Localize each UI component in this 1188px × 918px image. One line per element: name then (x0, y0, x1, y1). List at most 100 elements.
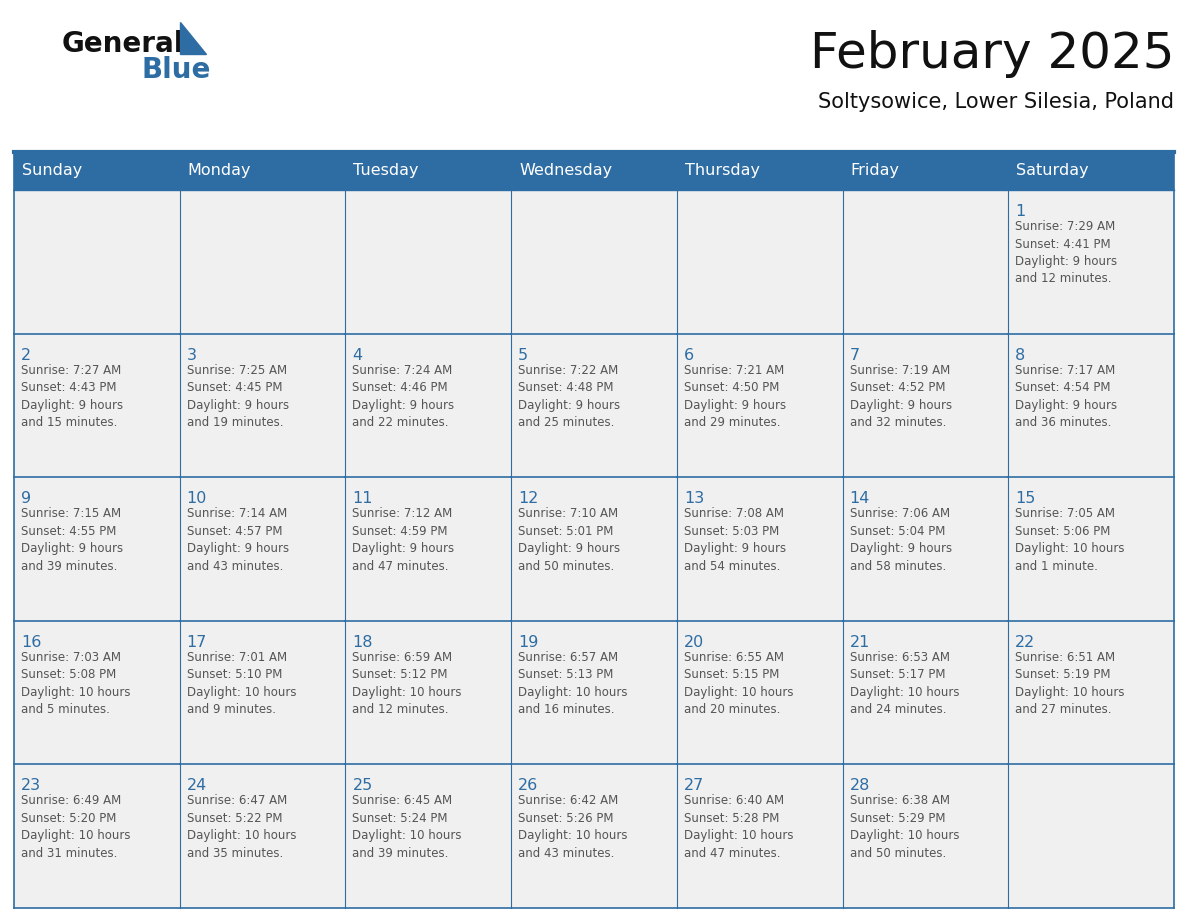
Bar (346, 477, 511, 621)
Text: Sunrise: 7:19 AM
Sunset: 4:52 PM
Daylight: 9 hours
and 32 minutes.: Sunrise: 7:19 AM Sunset: 4:52 PM Dayligh… (849, 364, 952, 429)
Text: Sunrise: 7:01 AM
Sunset: 5:10 PM
Daylight: 10 hours
and 9 minutes.: Sunrise: 7:01 AM Sunset: 5:10 PM Dayligh… (187, 651, 296, 716)
Text: 26: 26 (518, 778, 538, 793)
Text: 12: 12 (518, 491, 538, 506)
Text: Sunrise: 7:10 AM
Sunset: 5:01 PM
Daylight: 9 hours
and 50 minutes.: Sunrise: 7:10 AM Sunset: 5:01 PM Dayligh… (518, 508, 620, 573)
Text: Sunday: Sunday (23, 163, 82, 178)
Text: 14: 14 (849, 491, 870, 506)
Text: Sunrise: 7:27 AM
Sunset: 4:43 PM
Daylight: 9 hours
and 15 minutes.: Sunrise: 7:27 AM Sunset: 4:43 PM Dayligh… (21, 364, 124, 429)
Bar (511, 621, 677, 765)
Bar (14, 152, 1174, 190)
Bar (842, 621, 1009, 765)
Text: Monday: Monday (188, 163, 251, 178)
Bar (511, 190, 677, 333)
Text: 6: 6 (684, 348, 694, 363)
Text: Sunrise: 7:14 AM
Sunset: 4:57 PM
Daylight: 9 hours
and 43 minutes.: Sunrise: 7:14 AM Sunset: 4:57 PM Dayligh… (187, 508, 289, 573)
Text: 16: 16 (21, 635, 42, 650)
Bar (14, 190, 179, 333)
Text: Sunrise: 6:49 AM
Sunset: 5:20 PM
Daylight: 10 hours
and 31 minutes.: Sunrise: 6:49 AM Sunset: 5:20 PM Dayligh… (21, 794, 131, 860)
Text: 28: 28 (849, 778, 870, 793)
Text: Sunrise: 7:05 AM
Sunset: 5:06 PM
Daylight: 10 hours
and 1 minute.: Sunrise: 7:05 AM Sunset: 5:06 PM Dayligh… (1016, 508, 1125, 573)
Bar (14, 765, 179, 908)
Text: Sunrise: 7:08 AM
Sunset: 5:03 PM
Daylight: 9 hours
and 54 minutes.: Sunrise: 7:08 AM Sunset: 5:03 PM Dayligh… (684, 508, 786, 573)
Bar (346, 333, 511, 477)
Bar (179, 621, 346, 765)
Text: Tuesday: Tuesday (353, 163, 419, 178)
Text: Friday: Friday (851, 163, 899, 178)
Text: Saturday: Saturday (1016, 163, 1089, 178)
Text: Sunrise: 7:24 AM
Sunset: 4:46 PM
Daylight: 9 hours
and 22 minutes.: Sunrise: 7:24 AM Sunset: 4:46 PM Dayligh… (353, 364, 455, 429)
Text: 4: 4 (353, 348, 362, 363)
Bar (1009, 765, 1174, 908)
Text: 19: 19 (518, 635, 538, 650)
Text: 11: 11 (353, 491, 373, 506)
Text: 22: 22 (1016, 635, 1036, 650)
Text: 25: 25 (353, 778, 373, 793)
Bar (346, 621, 511, 765)
Text: Sunrise: 6:53 AM
Sunset: 5:17 PM
Daylight: 10 hours
and 24 minutes.: Sunrise: 6:53 AM Sunset: 5:17 PM Dayligh… (849, 651, 959, 716)
Bar (14, 333, 179, 477)
Text: Sunrise: 7:15 AM
Sunset: 4:55 PM
Daylight: 9 hours
and 39 minutes.: Sunrise: 7:15 AM Sunset: 4:55 PM Dayligh… (21, 508, 124, 573)
Bar (511, 765, 677, 908)
Text: General: General (62, 30, 184, 58)
Text: 21: 21 (849, 635, 870, 650)
Bar (1009, 333, 1174, 477)
Bar (842, 477, 1009, 621)
Text: 1: 1 (1016, 204, 1025, 219)
Text: Sunrise: 6:57 AM
Sunset: 5:13 PM
Daylight: 10 hours
and 16 minutes.: Sunrise: 6:57 AM Sunset: 5:13 PM Dayligh… (518, 651, 627, 716)
Bar (1009, 477, 1174, 621)
Text: Sunrise: 7:17 AM
Sunset: 4:54 PM
Daylight: 9 hours
and 36 minutes.: Sunrise: 7:17 AM Sunset: 4:54 PM Dayligh… (1016, 364, 1118, 429)
Text: Sunrise: 7:03 AM
Sunset: 5:08 PM
Daylight: 10 hours
and 5 minutes.: Sunrise: 7:03 AM Sunset: 5:08 PM Dayligh… (21, 651, 131, 716)
Text: Sunrise: 6:55 AM
Sunset: 5:15 PM
Daylight: 10 hours
and 20 minutes.: Sunrise: 6:55 AM Sunset: 5:15 PM Dayligh… (684, 651, 794, 716)
Text: Sunrise: 7:25 AM
Sunset: 4:45 PM
Daylight: 9 hours
and 19 minutes.: Sunrise: 7:25 AM Sunset: 4:45 PM Dayligh… (187, 364, 289, 429)
Text: Blue: Blue (143, 56, 211, 84)
Bar (677, 477, 842, 621)
Text: Sunrise: 7:06 AM
Sunset: 5:04 PM
Daylight: 9 hours
and 58 minutes.: Sunrise: 7:06 AM Sunset: 5:04 PM Dayligh… (849, 508, 952, 573)
Text: Sunrise: 6:45 AM
Sunset: 5:24 PM
Daylight: 10 hours
and 39 minutes.: Sunrise: 6:45 AM Sunset: 5:24 PM Dayligh… (353, 794, 462, 860)
Text: Sunrise: 6:59 AM
Sunset: 5:12 PM
Daylight: 10 hours
and 12 minutes.: Sunrise: 6:59 AM Sunset: 5:12 PM Dayligh… (353, 651, 462, 716)
Polygon shape (181, 22, 206, 54)
Text: 18: 18 (353, 635, 373, 650)
Bar (842, 765, 1009, 908)
Text: Sunrise: 6:40 AM
Sunset: 5:28 PM
Daylight: 10 hours
and 47 minutes.: Sunrise: 6:40 AM Sunset: 5:28 PM Dayligh… (684, 794, 794, 860)
Text: 23: 23 (21, 778, 42, 793)
Text: Sunrise: 6:47 AM
Sunset: 5:22 PM
Daylight: 10 hours
and 35 minutes.: Sunrise: 6:47 AM Sunset: 5:22 PM Dayligh… (187, 794, 296, 860)
Text: Sunrise: 6:38 AM
Sunset: 5:29 PM
Daylight: 10 hours
and 50 minutes.: Sunrise: 6:38 AM Sunset: 5:29 PM Dayligh… (849, 794, 959, 860)
Bar (179, 190, 346, 333)
Text: Sunrise: 7:21 AM
Sunset: 4:50 PM
Daylight: 9 hours
and 29 minutes.: Sunrise: 7:21 AM Sunset: 4:50 PM Dayligh… (684, 364, 786, 429)
Text: 3: 3 (187, 348, 197, 363)
Bar (511, 477, 677, 621)
Bar (842, 190, 1009, 333)
Bar (511, 333, 677, 477)
Text: Sunrise: 7:22 AM
Sunset: 4:48 PM
Daylight: 9 hours
and 25 minutes.: Sunrise: 7:22 AM Sunset: 4:48 PM Dayligh… (518, 364, 620, 429)
Text: 17: 17 (187, 635, 207, 650)
Text: 20: 20 (684, 635, 704, 650)
Bar (179, 333, 346, 477)
Text: Sunrise: 6:51 AM
Sunset: 5:19 PM
Daylight: 10 hours
and 27 minutes.: Sunrise: 6:51 AM Sunset: 5:19 PM Dayligh… (1016, 651, 1125, 716)
Text: 7: 7 (849, 348, 860, 363)
Text: Wednesday: Wednesday (519, 163, 612, 178)
Text: Soltysowice, Lower Silesia, Poland: Soltysowice, Lower Silesia, Poland (819, 92, 1174, 112)
Bar (179, 765, 346, 908)
Text: 2: 2 (21, 348, 31, 363)
Text: 8: 8 (1016, 348, 1025, 363)
Bar (1009, 621, 1174, 765)
Bar (677, 621, 842, 765)
Bar (14, 477, 179, 621)
Bar (1009, 190, 1174, 333)
Bar (677, 333, 842, 477)
Text: February 2025: February 2025 (809, 30, 1174, 78)
Text: Thursday: Thursday (684, 163, 760, 178)
Text: Sunrise: 7:12 AM
Sunset: 4:59 PM
Daylight: 9 hours
and 47 minutes.: Sunrise: 7:12 AM Sunset: 4:59 PM Dayligh… (353, 508, 455, 573)
Bar (346, 765, 511, 908)
Text: 27: 27 (684, 778, 704, 793)
Text: 13: 13 (684, 491, 704, 506)
Text: 15: 15 (1016, 491, 1036, 506)
Bar (14, 621, 179, 765)
Bar (842, 333, 1009, 477)
Bar (346, 190, 511, 333)
Text: 10: 10 (187, 491, 207, 506)
Text: 9: 9 (21, 491, 31, 506)
Bar (179, 477, 346, 621)
Text: Sunrise: 6:42 AM
Sunset: 5:26 PM
Daylight: 10 hours
and 43 minutes.: Sunrise: 6:42 AM Sunset: 5:26 PM Dayligh… (518, 794, 627, 860)
Text: 24: 24 (187, 778, 207, 793)
